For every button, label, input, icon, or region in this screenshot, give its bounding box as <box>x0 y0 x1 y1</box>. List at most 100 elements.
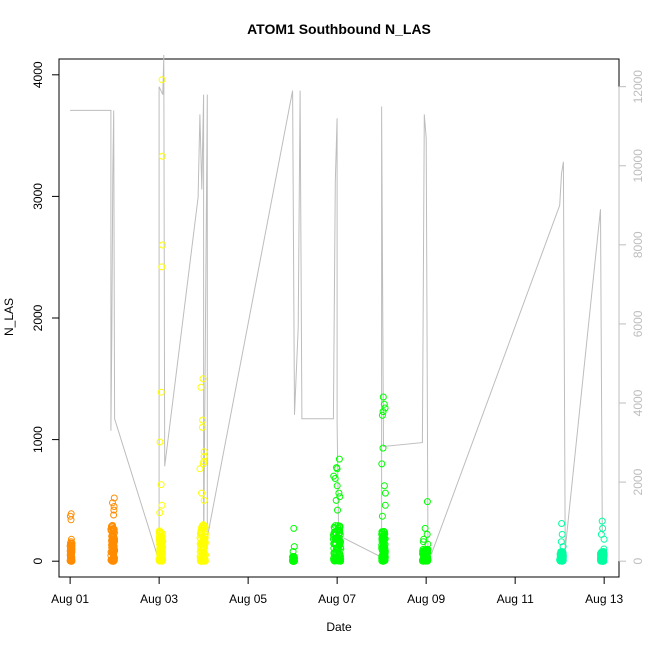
data-point <box>110 506 118 514</box>
data-point <box>558 556 566 564</box>
data-point <box>336 493 344 501</box>
data-point-peak <box>335 455 343 463</box>
data-point <box>378 460 386 468</box>
data-point <box>156 528 164 536</box>
data-point <box>336 537 344 545</box>
data-point <box>378 411 386 419</box>
data-point <box>156 553 164 561</box>
data-point <box>379 444 387 452</box>
plot-marks <box>66 54 608 565</box>
data-point <box>331 475 339 482</box>
left-tick-label: 1000 <box>31 426 45 453</box>
data-point <box>155 527 163 535</box>
x-tick-label: Aug 07 <box>318 592 356 606</box>
data-point <box>68 545 76 553</box>
data-point <box>158 263 166 271</box>
data-point <box>558 552 566 560</box>
data-point <box>380 549 388 557</box>
data-point-peak <box>379 393 387 401</box>
data-point <box>379 408 387 416</box>
right-tick-label: 0 <box>631 558 645 565</box>
data-point <box>419 548 427 556</box>
x-axis-label: Date <box>326 620 352 634</box>
data-point <box>201 539 209 547</box>
data-point <box>381 501 389 509</box>
right-tick-label: 8000 <box>631 231 645 258</box>
data-point <box>332 535 340 543</box>
data-point <box>380 533 387 541</box>
data-point <box>110 511 118 519</box>
data-point <box>421 524 429 532</box>
right-tick-label: 10000 <box>631 149 645 183</box>
series-0 <box>66 494 119 565</box>
series-3 <box>556 517 608 565</box>
data-point <box>110 503 118 510</box>
data-point <box>557 538 565 546</box>
data-point <box>109 499 116 507</box>
data-point <box>110 554 118 561</box>
data-point <box>381 489 389 497</box>
secondary-line <box>70 54 603 562</box>
left-tick-label: 2000 <box>31 304 45 331</box>
data-point <box>157 481 165 489</box>
data-point <box>200 448 208 456</box>
data-point <box>110 556 118 564</box>
data-point-peak <box>158 76 166 84</box>
data-point <box>158 501 166 509</box>
data-point <box>337 555 345 563</box>
data-point-peak <box>558 520 566 527</box>
data-point-peak <box>199 375 207 383</box>
data-point <box>156 438 164 446</box>
data-point <box>423 530 431 538</box>
right-tick-label: 12000 <box>631 70 645 104</box>
data-point <box>197 383 205 391</box>
data-point <box>67 538 75 546</box>
data-point <box>197 524 205 532</box>
data-point <box>424 540 432 548</box>
x-tick-label: Aug 09 <box>407 592 445 606</box>
data-point-peak <box>423 498 431 506</box>
data-point <box>108 527 116 534</box>
data-point <box>67 556 75 564</box>
data-point <box>199 553 207 560</box>
data-point <box>157 388 165 396</box>
data-point <box>330 549 338 557</box>
data-point <box>335 489 343 497</box>
data-point <box>200 496 208 504</box>
data-point <box>419 550 427 558</box>
y-axis-label: N_LAS <box>2 298 16 336</box>
data-point <box>196 465 204 473</box>
data-point <box>199 460 207 468</box>
data-point <box>199 416 207 424</box>
data-point <box>420 535 428 543</box>
data-point <box>332 496 340 504</box>
data-point <box>198 423 206 431</box>
x-tick-label: Aug 05 <box>229 592 267 606</box>
data-point <box>289 548 297 555</box>
x-tick-label: Aug 03 <box>140 592 178 606</box>
data-point <box>600 535 608 543</box>
data-point <box>197 528 205 536</box>
data-point <box>110 549 118 556</box>
left-tick-label: 0 <box>31 558 45 565</box>
left-tick-label: 4000 <box>31 61 45 88</box>
data-point-peak <box>67 510 75 518</box>
right-tick-label: 4000 <box>631 389 645 416</box>
data-point <box>378 512 386 520</box>
axes: 0 1000 2000 3000 4000 0 2000 4000 6000 8000 10000 1… <box>31 61 645 606</box>
chart-title: ATOM1 Southbound N_LAS <box>247 21 431 37</box>
data-point <box>290 543 298 551</box>
data-point <box>110 557 117 565</box>
data-point <box>333 465 341 473</box>
series-2 <box>289 393 432 565</box>
data-point <box>333 482 341 490</box>
data-point <box>198 549 206 556</box>
data-point-peak <box>110 494 118 502</box>
left-tick-label: 3000 <box>31 183 45 210</box>
data-point <box>290 557 298 565</box>
data-point <box>156 509 164 517</box>
data-point <box>378 554 386 562</box>
data-point <box>337 545 345 553</box>
data-point <box>381 528 389 536</box>
